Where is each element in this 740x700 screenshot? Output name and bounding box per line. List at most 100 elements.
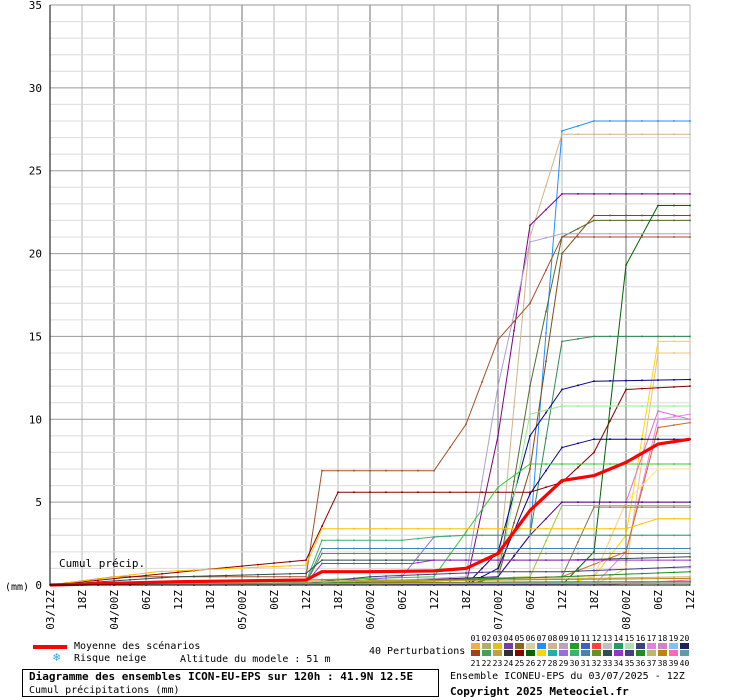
data-point (321, 525, 323, 527)
data-point (497, 579, 499, 581)
data-point (625, 232, 627, 235)
data-point (193, 569, 195, 571)
data-point (657, 335, 659, 338)
perturbation-number: 27 (537, 659, 547, 668)
data-point (529, 468, 531, 470)
data-point (241, 581, 243, 584)
perturbation-number: 32 (592, 659, 602, 668)
data-point (449, 582, 451, 585)
data-point (545, 580, 547, 583)
data-point (481, 581, 483, 584)
data-point (593, 575, 595, 578)
data-point (385, 579, 387, 581)
data-point (529, 581, 531, 583)
data-point (193, 575, 195, 578)
data-point (641, 234, 643, 237)
data-point (689, 405, 691, 407)
data-point (417, 527, 419, 530)
data-point (401, 527, 403, 530)
data-point (417, 469, 419, 472)
chart-grid (49, 4, 691, 586)
data-point (401, 579, 403, 581)
data-point (561, 552, 563, 555)
data-point (561, 534, 563, 537)
data-point (481, 577, 483, 580)
data-point (369, 527, 371, 530)
data-point (625, 557, 627, 560)
data-point (625, 438, 627, 440)
data-point (625, 264, 627, 266)
data-point (433, 527, 435, 530)
x-tick-label: 06Z (524, 590, 537, 610)
data-point (321, 539, 323, 542)
data-point (657, 204, 659, 207)
data-point (529, 534, 531, 537)
data-point (593, 563, 595, 566)
data-point (609, 501, 611, 503)
data-point (577, 236, 579, 238)
y-tick-label: 30 (29, 82, 42, 95)
data-point (673, 236, 675, 238)
data-point (577, 534, 579, 537)
x-tick-label: 05/00Z (236, 590, 249, 630)
data-point (625, 501, 627, 503)
precipitation-ensemble-chart: 0 5 10 15 20 25 30 35 03/12Z 18Z 04/00Z 06Z 12Z 18Z 05… (5, 0, 697, 630)
data-point (257, 566, 259, 569)
x-tick-label: 12Z (428, 590, 441, 610)
data-point (113, 577, 115, 580)
data-point (353, 539, 355, 542)
data-point (209, 568, 211, 571)
data-point (673, 424, 675, 426)
data-point (625, 388, 627, 391)
data-point (433, 559, 435, 561)
data-point (321, 527, 323, 530)
data-point (529, 577, 531, 580)
data-point (97, 579, 99, 582)
data-point (481, 480, 483, 483)
data-point (337, 583, 339, 585)
data-point (609, 538, 611, 541)
data-point (625, 527, 627, 530)
perturbation-swatch (625, 643, 634, 649)
perturbation-swatch (592, 650, 601, 656)
data-point (497, 486, 499, 489)
data-point (545, 576, 547, 578)
data-point (673, 552, 675, 555)
data-point (689, 577, 691, 580)
perturbation-number: 40 (680, 659, 690, 668)
data-point (609, 133, 611, 136)
data-point (369, 582, 371, 584)
data-point (385, 575, 387, 577)
x-tick-label: 06/00Z (364, 590, 377, 630)
data-point (353, 552, 355, 555)
data-point (433, 491, 435, 493)
data-point (593, 120, 595, 122)
data-point (609, 463, 611, 465)
data-point (449, 553, 451, 556)
data-point (641, 567, 643, 570)
data-point (465, 572, 467, 574)
perturbation-number: 12 (592, 634, 602, 643)
x-tick-label: 07/00Z (492, 590, 505, 630)
data-point (321, 562, 323, 565)
data-point (481, 552, 483, 555)
perturbation-swatch (515, 650, 524, 656)
data-point (641, 534, 643, 537)
data-point (593, 569, 595, 572)
data-point (689, 193, 691, 195)
y-tick-label: 0 (35, 579, 42, 592)
data-point (561, 547, 563, 550)
data-point (641, 463, 643, 465)
data-point (545, 559, 547, 561)
data-point (641, 484, 643, 487)
data-point (689, 120, 691, 122)
data-point (609, 555, 611, 557)
perturbation-swatch (493, 643, 502, 649)
data-point (609, 236, 611, 238)
data-point (337, 559, 339, 561)
mean-series-line (49, 437, 691, 587)
data-point (625, 577, 627, 579)
data-point (513, 494, 515, 497)
perturbation-swatch (548, 650, 557, 656)
data-point (593, 577, 595, 580)
